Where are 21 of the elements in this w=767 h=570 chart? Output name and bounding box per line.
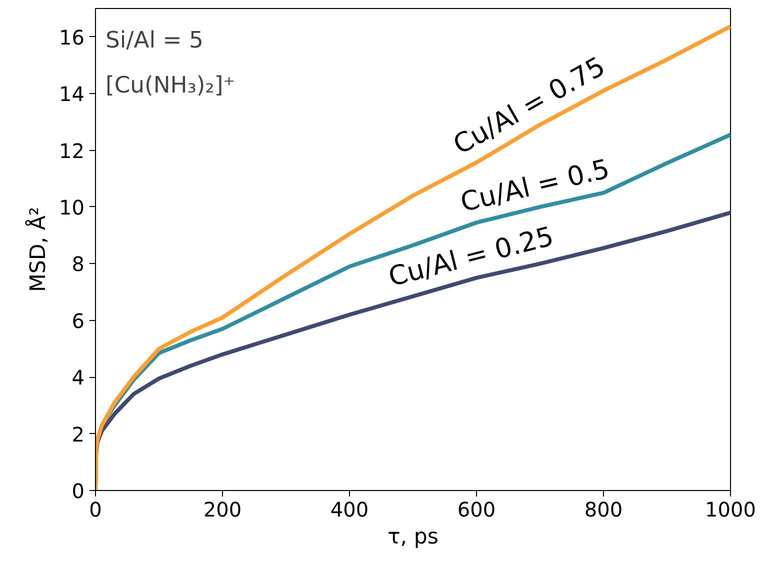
y-tick-label: 8 (72, 252, 85, 276)
y-tick-label: 0 (72, 479, 85, 503)
text: Cu/Al = 0.25 (386, 221, 557, 294)
x-tick-label: 800 (584, 498, 623, 522)
x-tick-label: 600 (457, 498, 496, 522)
annotation: Si/Al = 5 (106, 28, 204, 54)
y-tick-label: 2 (72, 422, 85, 446)
x-axis-title: τ, ps (387, 524, 439, 550)
x-tick-label: 0 (89, 498, 102, 522)
x-tick-label: 200 (203, 498, 242, 522)
x-tick-label: 400 (330, 498, 369, 522)
y-axis-title: MSD, Å² (25, 206, 52, 292)
y-tick-label: 14 (59, 82, 85, 106)
x-tick-label: 1000 (705, 498, 756, 522)
y-tick-label: 12 (59, 138, 85, 163)
annotation: [Cu(NH₃)₂]⁺ (106, 72, 236, 98)
y-tick-label: 6 (72, 308, 85, 333)
y-tick-label: 10 (59, 195, 85, 220)
text: Cu/Al = 0.5 (458, 154, 613, 218)
y-tick-label: 4 (72, 366, 85, 390)
y-tick-label: 16 (59, 25, 85, 50)
